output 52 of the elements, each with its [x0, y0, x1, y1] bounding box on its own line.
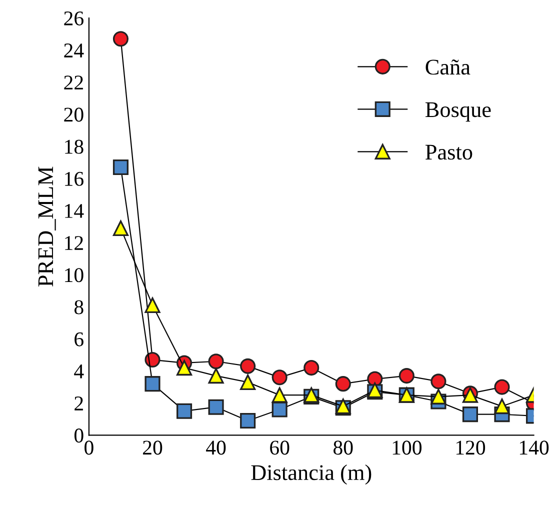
point [112, 220, 129, 236]
y-tick-label: 12 [65, 236, 83, 250]
point [272, 402, 288, 418]
point [335, 376, 351, 392]
point [272, 387, 288, 403]
x-tick-label: 40 [206, 440, 226, 455]
y-tick-label: 6 [74, 332, 84, 346]
point [144, 376, 160, 392]
y-tick-label: 14 [65, 204, 84, 218]
x-tick-label: 80 [334, 440, 353, 455]
point [208, 399, 224, 415]
y-tick-label: 16 [65, 172, 84, 186]
y-tick-label: 20 [64, 108, 84, 122]
point [240, 374, 256, 390]
x-tick-label: 60 [270, 440, 290, 455]
point [144, 297, 160, 313]
x-axis-title: Distancia (m) [251, 464, 372, 485]
y-tick-label: 2 [74, 396, 83, 410]
x-tick-label: 100 [392, 440, 422, 455]
point [430, 374, 446, 390]
y-tick-label: 26 [64, 11, 84, 26]
y-tick-label: 24 [64, 44, 84, 58]
x-tick-label: 140 [520, 440, 549, 455]
point [176, 360, 192, 376]
legend-label: Bosque [425, 102, 491, 122]
point [462, 406, 478, 422]
point [430, 388, 446, 404]
y-tick-label: 22 [64, 76, 83, 90]
point [208, 354, 224, 370]
legend-label: Caña [426, 59, 470, 75]
point [208, 368, 224, 384]
x-tick-label: 20 [143, 440, 162, 455]
legend-label: Pasto [425, 144, 472, 160]
point [176, 403, 192, 419]
point [494, 379, 510, 395]
y-tick-label: 0 [74, 428, 84, 443]
point [398, 368, 414, 384]
point [240, 358, 256, 374]
point [304, 360, 320, 376]
point [494, 398, 510, 414]
point [112, 31, 129, 47]
y-tick-label: 10 [65, 268, 84, 282]
y-tick-label: 4 [74, 364, 84, 378]
point [144, 352, 160, 368]
point [240, 412, 256, 429]
y-tick-label: 8 [74, 300, 84, 314]
x-tick-label: 0 [84, 440, 94, 455]
y-axis-title: PRED_MLM [38, 166, 56, 286]
point [112, 159, 129, 176]
y-tick-label: 18 [65, 140, 84, 154]
point [272, 370, 288, 386]
x-tick-label: 120 [456, 440, 486, 455]
